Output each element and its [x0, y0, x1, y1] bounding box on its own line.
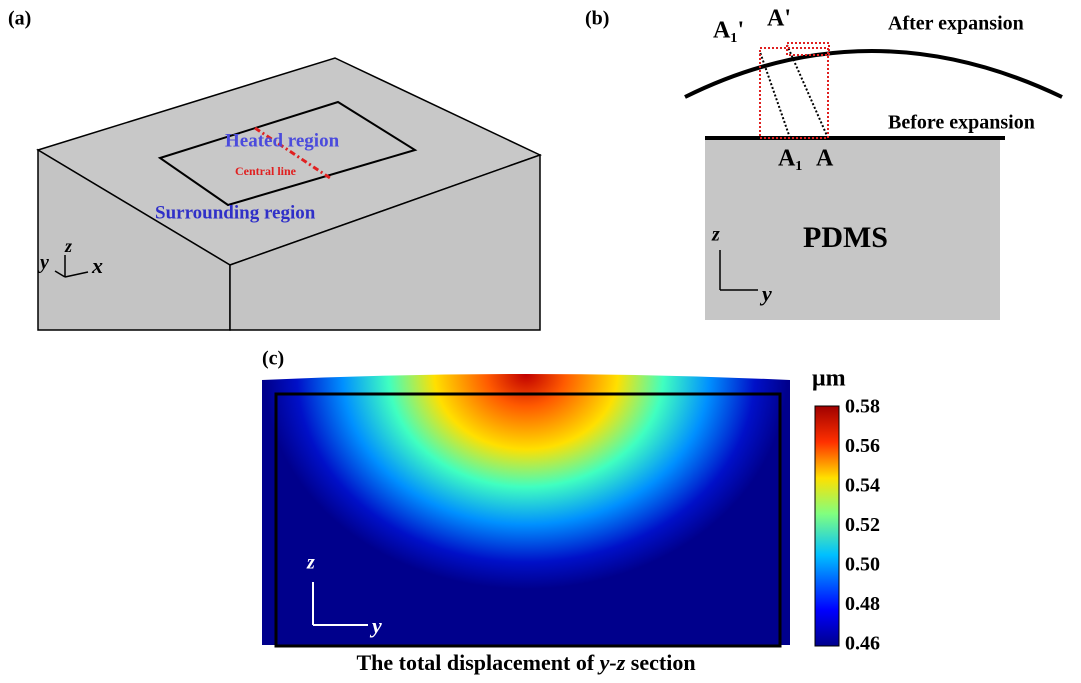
panel-label: (a) [8, 8, 31, 30]
before-label: Before expansion [888, 112, 1035, 134]
colorbar [815, 406, 839, 646]
colorbar-tick-label: 0.46 [845, 633, 880, 655]
heatmap [262, 374, 790, 645]
colorbar-tick-label: 0.58 [845, 396, 880, 418]
caption-text: section [625, 650, 695, 675]
after-label: After expansion [888, 13, 1024, 35]
point-label: A₁ [778, 146, 803, 172]
caption-text: y-z [597, 650, 626, 675]
colorbar-tick-label: 0.56 [845, 435, 880, 457]
colorbar-unit: μm [812, 366, 846, 392]
panel-label: (c) [262, 348, 284, 370]
caption: The total displacement of y-z section [356, 650, 695, 675]
panel-label: (b) [585, 8, 609, 30]
surface-after [685, 51, 1062, 97]
colorbar-tick-label: 0.48 [845, 593, 880, 615]
axis-label: z [306, 552, 315, 574]
axis-label: z [711, 224, 720, 246]
material-label: PDMS [803, 221, 888, 254]
caption-text: The total displacement of [356, 650, 599, 675]
figure: (a) Heated region Central line Surroundi… [0, 0, 1081, 683]
point-label: A [816, 146, 834, 172]
axis-label: z [64, 236, 72, 256]
colorbar-tick-label: 0.50 [845, 554, 880, 576]
projection-box [760, 48, 828, 138]
axis-label: x [91, 253, 103, 278]
surrounding-label: Surrounding region [155, 202, 316, 223]
heated-label: Heated region [225, 130, 340, 151]
point-label: A' [767, 6, 791, 32]
colorbar-tick-label: 0.52 [845, 514, 880, 536]
point-label: A₁' [713, 18, 744, 44]
colorbar-tick-label: 0.54 [845, 475, 880, 497]
axis-label: y [38, 252, 49, 274]
central-label: Central line [235, 164, 297, 178]
